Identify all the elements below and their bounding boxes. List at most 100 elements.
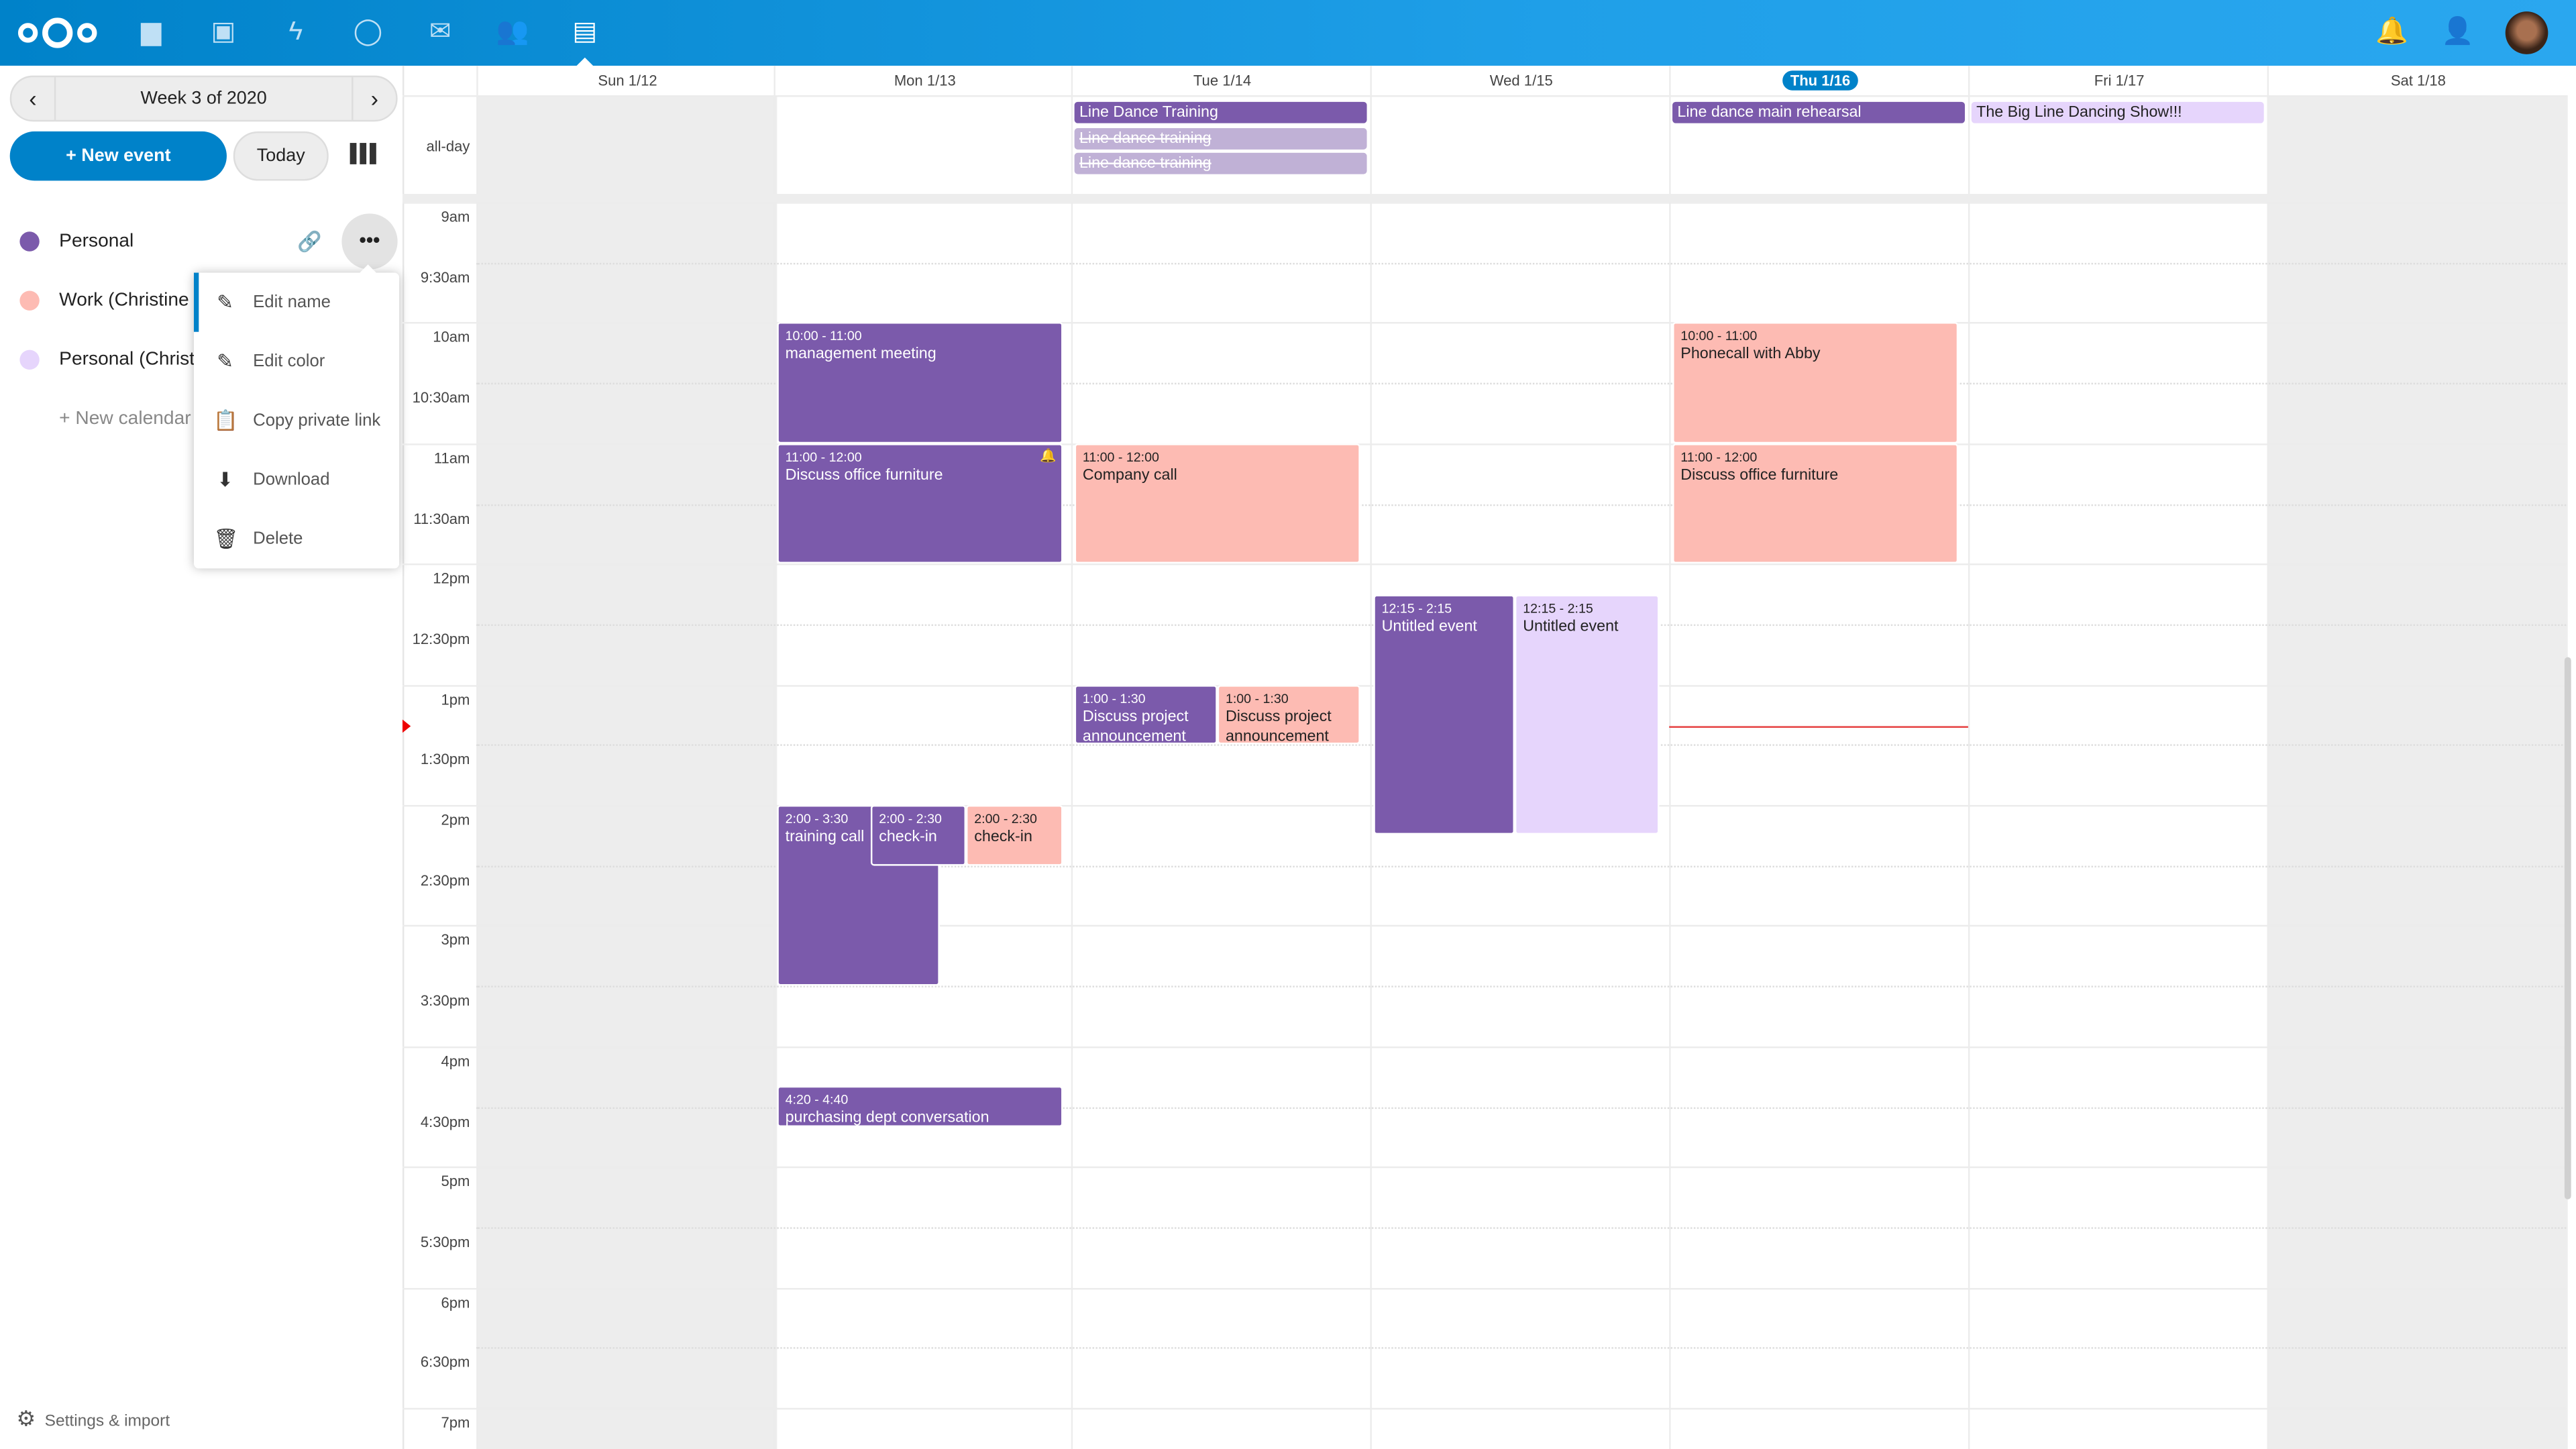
event-title: check-in	[879, 828, 937, 847]
menu-item-edit-name[interactable]: ✎ Edit name	[194, 273, 399, 332]
talk-icon[interactable]: ◯	[353, 17, 383, 46]
share-link-icon[interactable]: 🔗	[297, 229, 322, 254]
contacts-menu-icon[interactable]: 👤	[2441, 17, 2475, 46]
new-event-button[interactable]: + New event	[9, 131, 227, 181]
calendar-event[interactable]: 12:15 - 2:15 Untitled event	[1514, 594, 1660, 835]
calendar-color-dot	[19, 231, 40, 252]
calendar-color-dot	[19, 350, 40, 370]
day-header-label: Sun 1/12	[598, 72, 657, 89]
menu-item-copy-private-link[interactable]: 📋 Copy private link	[194, 391, 399, 450]
previous-week-button[interactable]: ‹	[11, 77, 56, 120]
calendar-event[interactable]: 11:00 - 12:00 Discuss office furniture 🔔	[777, 443, 1063, 564]
event-time: 11:00 - 12:00	[1082, 449, 1159, 465]
grid-line	[402, 443, 2567, 445]
day-column[interactable]	[2267, 95, 2568, 1449]
day-header[interactable]: Fri 1/17	[1968, 65, 2269, 96]
files-icon[interactable]: ▆	[141, 17, 162, 46]
day-header[interactable]: Wed 1/15	[1370, 65, 1670, 96]
calendar-icon[interactable]: ▤	[572, 17, 598, 46]
day-column[interactable]	[1370, 95, 1670, 1449]
event-title: training call	[785, 828, 865, 847]
day-header[interactable]: Mon 1/13	[773, 65, 1074, 96]
calendar-event[interactable]: 12:15 - 2:15 Untitled event	[1373, 594, 1515, 835]
time-label: 10:30am	[412, 389, 470, 407]
calendar-event[interactable]: 10:00 - 11:00 management meeting	[777, 322, 1063, 443]
event-time: 2:00 - 3:30	[785, 811, 849, 826]
menu-item-edit-color[interactable]: ✎ Edit color	[194, 332, 399, 391]
calendar-label: Work (Christine Schott)	[59, 290, 199, 311]
avatar[interactable]	[2505, 11, 2548, 54]
day-header[interactable]: Thu 1/16	[1669, 65, 1970, 96]
day-header[interactable]: Tue 1/14	[1071, 65, 1372, 96]
calendar-item-work[interactable]: Work (Christine Schott)	[0, 271, 402, 330]
time-label: 9:30am	[420, 268, 470, 286]
calendar-label: Personal	[59, 231, 134, 252]
menu-item-delete[interactable]: 🗑 Delete	[194, 509, 399, 568]
event-time: 12:15 - 2:15	[1381, 600, 1452, 616]
event-time: 2:00 - 2:30	[879, 811, 942, 826]
allday-event[interactable]: The Big Line Dancing Show!!!	[1971, 101, 2264, 123]
calendar-event[interactable]: 2:00 - 2:30 check-in	[870, 805, 967, 865]
activity-icon[interactable]: ϟ	[288, 17, 303, 46]
day-header[interactable]: Sat 1/18	[2267, 65, 2568, 96]
view-switcher-icon[interactable]	[350, 143, 376, 164]
clipboard-icon: 📋	[213, 409, 238, 433]
allday-event[interactable]: Line dance training	[1074, 152, 1367, 174]
time-label: 12pm	[433, 570, 470, 587]
time-label: 10am	[433, 329, 470, 346]
more-actions-button[interactable]: •••	[341, 213, 398, 270]
calendar-item-personal-christine[interactable]: Personal (Christine Schott)	[0, 330, 402, 389]
day-column[interactable]	[476, 95, 777, 1449]
allday-event[interactable]: Line dance main rehearsal	[1672, 101, 1965, 123]
allday-divider	[402, 193, 2567, 203]
calendar-event[interactable]: 2:00 - 2:30 check-in	[966, 805, 1063, 865]
calendar-item-personal[interactable]: Personal 🔗 •••	[0, 212, 402, 271]
calendar-event[interactable]: 2:00 - 3:30 training call	[777, 805, 940, 986]
day-column[interactable]	[1071, 95, 1372, 1449]
grid-line	[476, 382, 2567, 385]
scrollbar[interactable]	[2564, 657, 2571, 1199]
day-column[interactable]	[1968, 95, 2269, 1449]
allday-event[interactable]: Line Dance Training	[1074, 101, 1367, 123]
time-label: 12:30pm	[412, 631, 470, 647]
calendar-event[interactable]: 4:20 - 4:40 purchasing dept conversation	[777, 1086, 1063, 1127]
time-label: 11:30am	[413, 510, 470, 527]
calendar-event[interactable]: 11:00 - 12:00 Discuss office furniture	[1672, 443, 1959, 564]
contacts-icon[interactable]: 👥	[496, 17, 529, 46]
calendar-color-dot	[19, 290, 40, 311]
new-calendar-button[interactable]: + New calendar	[0, 389, 402, 448]
grid-line	[402, 564, 2567, 566]
day-header[interactable]: Sun 1/12	[476, 65, 777, 96]
day-column[interactable]	[1669, 95, 1970, 1449]
day-header-label: Tue 1/14	[1193, 72, 1252, 89]
nextcloud-logo-icon[interactable]	[16, 15, 98, 51]
time-label: 2pm	[441, 811, 470, 828]
current-time-line	[1669, 726, 1968, 728]
time-label: 5pm	[441, 1173, 470, 1190]
day-header-label: Sat 1/18	[2390, 72, 2446, 89]
grid-line	[476, 865, 2567, 867]
event-title: Discuss office furniture	[1680, 466, 1839, 484]
calendar-event[interactable]: 11:00 - 12:00 Company call	[1074, 443, 1360, 564]
calendar-event[interactable]: 10:00 - 11:00 Phonecall with Abby	[1672, 322, 1959, 443]
grid-line	[476, 503, 2567, 506]
notifications-icon[interactable]: 🔔	[2375, 17, 2409, 46]
allday-event[interactable]: Line dance training	[1074, 127, 1367, 149]
day-column[interactable]	[773, 95, 1074, 1449]
today-button[interactable]: Today	[233, 131, 329, 181]
event-title: purchasing dept conversation	[785, 1109, 989, 1127]
time-label: 3:30pm	[420, 992, 470, 1009]
photos-icon[interactable]: ▣	[211, 17, 236, 46]
menu-item-download[interactable]: ⬇ Download	[194, 450, 399, 509]
event-time: 2:00 - 2:30	[974, 811, 1037, 826]
new-calendar-label: + New calendar	[59, 409, 191, 429]
calendar-event[interactable]: 1:00 - 1:30 Discuss project announcement	[1217, 684, 1360, 745]
active-app-indicator	[575, 57, 595, 68]
week-label[interactable]: Week 3 of 2020	[140, 89, 267, 109]
settings-button[interactable]: ⚙ Settings & import	[16, 1403, 170, 1439]
calendar-event[interactable]: 1:00 - 1:30 Discuss project announcement	[1074, 684, 1218, 745]
mail-icon[interactable]: ✉	[429, 17, 451, 46]
grid-line	[402, 95, 2567, 97]
event-time: 11:00 - 12:00	[785, 449, 862, 465]
next-week-button[interactable]: ›	[352, 77, 396, 120]
